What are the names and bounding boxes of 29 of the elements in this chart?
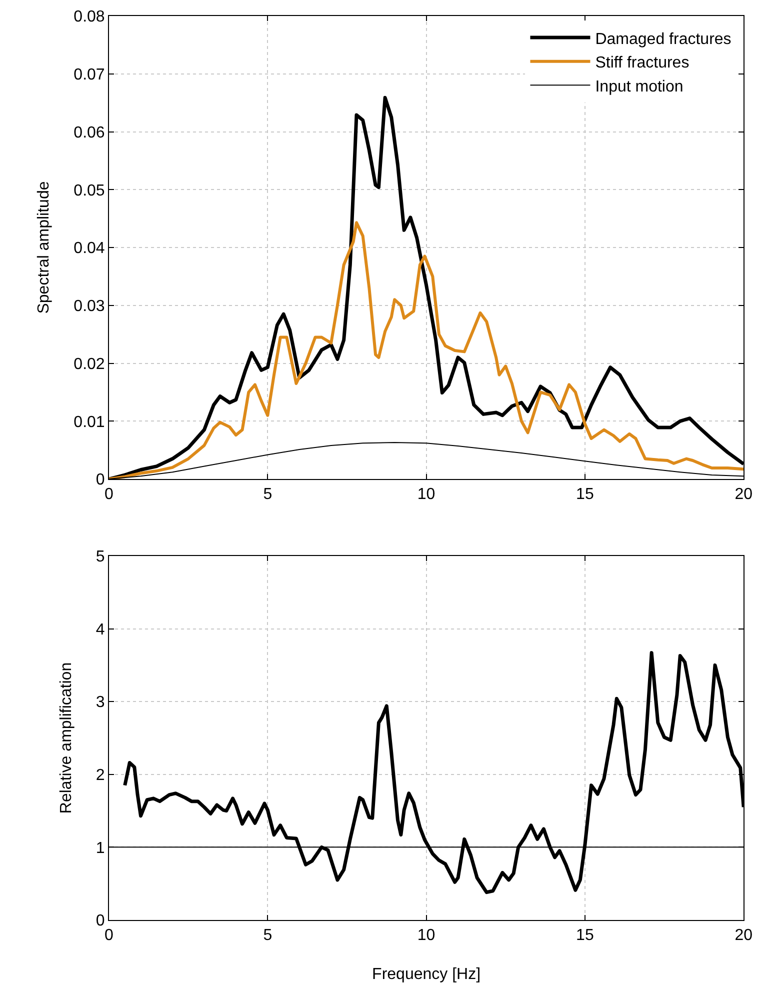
x-tick-label: 5 (263, 486, 272, 504)
x-tick-label: 10 (417, 927, 436, 944)
y-tick-label: 5 (96, 548, 105, 566)
x-tick-label: 20 (734, 927, 753, 944)
y-tick-label: 0.01 (74, 414, 105, 431)
y-tick-label: 0.03 (74, 298, 105, 315)
x-tick-label: 20 (734, 486, 753, 504)
legend-label: Input motion (595, 78, 684, 96)
y-tick-label: 0 (96, 912, 105, 930)
legend-label: Stiff fractures (595, 54, 690, 72)
x-tick-label: 15 (576, 927, 594, 944)
y-tick-label: 0.08 (74, 8, 105, 26)
y-tick-label: 4 (96, 621, 105, 638)
y-axis-title: Relative amplification (58, 662, 75, 814)
x-axis-title: Frequency [Hz] (372, 966, 481, 983)
y-tick-label: 0.05 (74, 182, 105, 200)
y-tick-label: 0.04 (74, 240, 105, 258)
y-tick-label: 1 (96, 840, 105, 857)
x-tick-label: 15 (576, 486, 594, 504)
y-tick-label: 0.06 (74, 124, 105, 142)
y-tick-label: 3 (96, 694, 105, 712)
x-tick-label: 10 (417, 486, 436, 504)
y-tick-label: 0 (96, 472, 105, 489)
y-tick-label: 0.02 (74, 356, 105, 373)
y-axis-title: Spectral amplitude (36, 181, 53, 314)
legend-label: Damaged fractures (595, 30, 732, 48)
x-tick-label: 5 (263, 927, 272, 944)
y-tick-label: 2 (96, 766, 105, 784)
y-tick-label: 0.07 (74, 66, 105, 84)
